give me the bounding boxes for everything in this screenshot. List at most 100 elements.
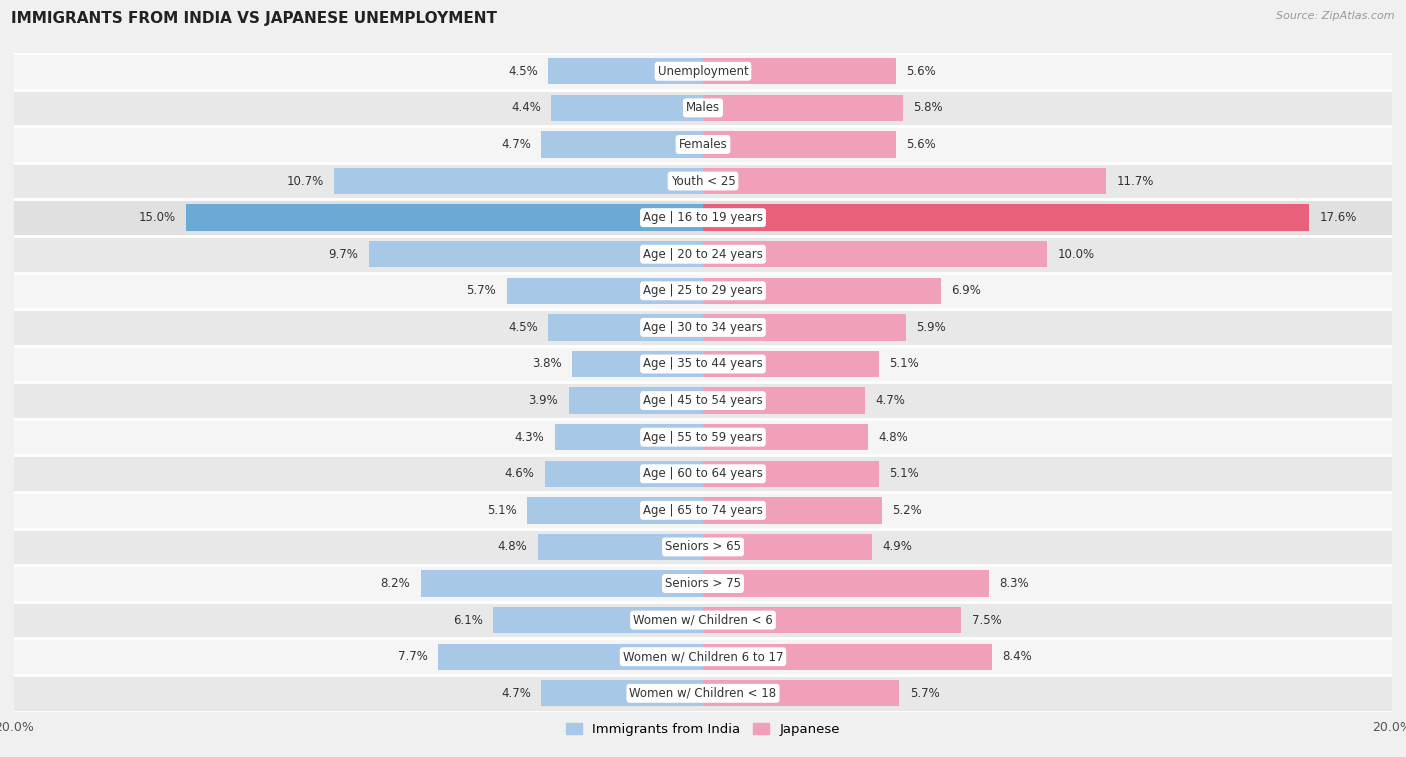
Bar: [703, 534, 872, 560]
Bar: [551, 95, 703, 121]
Text: 5.7%: 5.7%: [467, 285, 496, 298]
Text: 7.5%: 7.5%: [972, 614, 1001, 627]
Text: Source: ZipAtlas.com: Source: ZipAtlas.com: [1277, 11, 1395, 21]
Bar: [14, 528, 1392, 565]
Bar: [527, 497, 703, 524]
Bar: [703, 131, 896, 157]
Text: 5.1%: 5.1%: [889, 357, 918, 370]
Bar: [703, 314, 907, 341]
Bar: [14, 273, 1392, 309]
Bar: [703, 460, 879, 487]
Bar: [548, 58, 703, 85]
Text: Age | 55 to 59 years: Age | 55 to 59 years: [643, 431, 763, 444]
Text: Males: Males: [686, 101, 720, 114]
Text: 4.7%: 4.7%: [501, 138, 531, 151]
Bar: [506, 278, 703, 304]
Bar: [568, 388, 703, 414]
Bar: [420, 570, 703, 597]
Text: 6.1%: 6.1%: [453, 614, 482, 627]
Bar: [703, 388, 865, 414]
Bar: [572, 350, 703, 377]
Text: 3.8%: 3.8%: [531, 357, 562, 370]
Text: 5.1%: 5.1%: [488, 504, 517, 517]
Text: 5.8%: 5.8%: [912, 101, 943, 114]
Text: Women w/ Children < 18: Women w/ Children < 18: [630, 687, 776, 699]
Text: 4.4%: 4.4%: [512, 101, 541, 114]
Text: 5.2%: 5.2%: [893, 504, 922, 517]
Text: 17.6%: 17.6%: [1320, 211, 1357, 224]
Bar: [14, 309, 1392, 346]
Text: 4.5%: 4.5%: [508, 321, 537, 334]
Text: Age | 45 to 54 years: Age | 45 to 54 years: [643, 394, 763, 407]
Text: 10.0%: 10.0%: [1057, 248, 1095, 260]
Bar: [437, 643, 703, 670]
Bar: [703, 168, 1107, 195]
Bar: [335, 168, 703, 195]
Text: Age | 30 to 34 years: Age | 30 to 34 years: [643, 321, 763, 334]
Text: Unemployment: Unemployment: [658, 65, 748, 78]
Bar: [555, 424, 703, 450]
Text: 5.1%: 5.1%: [889, 467, 918, 480]
Bar: [703, 58, 896, 85]
Text: Seniors > 75: Seniors > 75: [665, 577, 741, 590]
Text: 3.9%: 3.9%: [529, 394, 558, 407]
Bar: [186, 204, 703, 231]
Text: 4.8%: 4.8%: [498, 540, 527, 553]
Bar: [703, 570, 988, 597]
Text: Age | 16 to 19 years: Age | 16 to 19 years: [643, 211, 763, 224]
Bar: [703, 350, 879, 377]
Bar: [14, 163, 1392, 199]
Legend: Immigrants from India, Japanese: Immigrants from India, Japanese: [561, 717, 845, 741]
Bar: [14, 602, 1392, 638]
Text: 10.7%: 10.7%: [287, 175, 323, 188]
Bar: [703, 204, 1309, 231]
Bar: [14, 89, 1392, 126]
Text: 5.6%: 5.6%: [907, 65, 936, 78]
Text: Youth < 25: Youth < 25: [671, 175, 735, 188]
Bar: [14, 638, 1392, 675]
Text: 4.6%: 4.6%: [505, 467, 534, 480]
Bar: [703, 643, 993, 670]
Text: Females: Females: [679, 138, 727, 151]
Text: Women w/ Children 6 to 17: Women w/ Children 6 to 17: [623, 650, 783, 663]
Text: 5.9%: 5.9%: [917, 321, 946, 334]
Text: Age | 25 to 29 years: Age | 25 to 29 years: [643, 285, 763, 298]
Text: 6.9%: 6.9%: [950, 285, 981, 298]
Bar: [14, 492, 1392, 528]
Text: Age | 60 to 64 years: Age | 60 to 64 years: [643, 467, 763, 480]
Bar: [703, 680, 900, 706]
Bar: [14, 382, 1392, 419]
Bar: [14, 126, 1392, 163]
Bar: [14, 199, 1392, 236]
Text: Age | 65 to 74 years: Age | 65 to 74 years: [643, 504, 763, 517]
Text: 4.8%: 4.8%: [879, 431, 908, 444]
Text: Age | 35 to 44 years: Age | 35 to 44 years: [643, 357, 763, 370]
Text: 4.3%: 4.3%: [515, 431, 544, 444]
Text: 7.7%: 7.7%: [398, 650, 427, 663]
Text: Age | 20 to 24 years: Age | 20 to 24 years: [643, 248, 763, 260]
Text: 5.6%: 5.6%: [907, 138, 936, 151]
Text: IMMIGRANTS FROM INDIA VS JAPANESE UNEMPLOYMENT: IMMIGRANTS FROM INDIA VS JAPANESE UNEMPL…: [11, 11, 498, 26]
Bar: [14, 53, 1392, 89]
Bar: [541, 680, 703, 706]
Bar: [537, 534, 703, 560]
Text: 4.9%: 4.9%: [882, 540, 912, 553]
Bar: [14, 675, 1392, 712]
Text: 9.7%: 9.7%: [329, 248, 359, 260]
Text: 4.5%: 4.5%: [508, 65, 537, 78]
Bar: [703, 424, 869, 450]
Bar: [494, 607, 703, 634]
Text: Women w/ Children < 6: Women w/ Children < 6: [633, 614, 773, 627]
Bar: [703, 497, 882, 524]
Bar: [703, 241, 1047, 267]
Bar: [703, 95, 903, 121]
Bar: [14, 236, 1392, 273]
Bar: [548, 314, 703, 341]
Text: 15.0%: 15.0%: [139, 211, 176, 224]
Text: 8.3%: 8.3%: [1000, 577, 1029, 590]
Text: 11.7%: 11.7%: [1116, 175, 1154, 188]
Bar: [368, 241, 703, 267]
Text: Seniors > 65: Seniors > 65: [665, 540, 741, 553]
Bar: [14, 346, 1392, 382]
Bar: [703, 278, 941, 304]
